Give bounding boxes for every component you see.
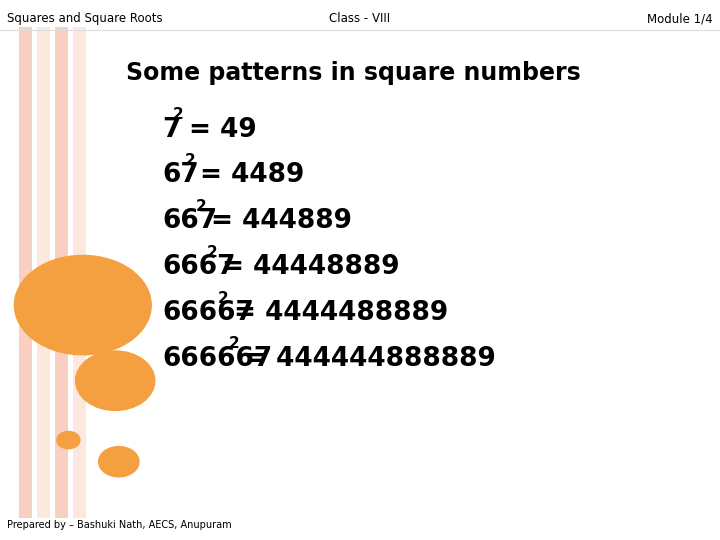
- Text: = 49: = 49: [189, 117, 257, 143]
- Text: Prepared by – Bashuki Nath, AECS, Anupuram: Prepared by – Bashuki Nath, AECS, Anupur…: [7, 520, 232, 530]
- Text: Class - VIII: Class - VIII: [330, 12, 390, 25]
- Text: Some patterns in square numbers: Some patterns in square numbers: [126, 61, 581, 85]
- Text: 667: 667: [162, 208, 217, 234]
- Text: = 44448889: = 44448889: [222, 254, 400, 280]
- Bar: [55, 27, 68, 518]
- Ellipse shape: [57, 431, 80, 449]
- Text: 67: 67: [162, 163, 199, 188]
- Text: 666667: 666667: [162, 346, 272, 372]
- Text: = 444889: = 444889: [212, 208, 352, 234]
- Ellipse shape: [14, 255, 151, 355]
- Text: 6667: 6667: [162, 254, 235, 280]
- Text: 2: 2: [229, 336, 240, 352]
- Text: 2: 2: [184, 153, 195, 168]
- Ellipse shape: [76, 351, 155, 410]
- Bar: [19, 27, 32, 518]
- Text: 66667: 66667: [162, 300, 254, 326]
- Text: = 444444888889: = 444444888889: [245, 346, 495, 372]
- Bar: [37, 27, 50, 518]
- Bar: [73, 27, 86, 518]
- Text: 2: 2: [173, 107, 184, 122]
- Text: Module 1/4: Module 1/4: [647, 12, 713, 25]
- Text: 2: 2: [196, 199, 206, 214]
- Text: = 4489: = 4489: [200, 163, 305, 188]
- Text: = 4444488889: = 4444488889: [233, 300, 448, 326]
- Ellipse shape: [99, 447, 139, 477]
- Text: 2: 2: [217, 291, 228, 306]
- Text: Squares and Square Roots: Squares and Square Roots: [7, 12, 163, 25]
- Text: 7: 7: [162, 117, 181, 143]
- Text: 2: 2: [207, 245, 217, 260]
